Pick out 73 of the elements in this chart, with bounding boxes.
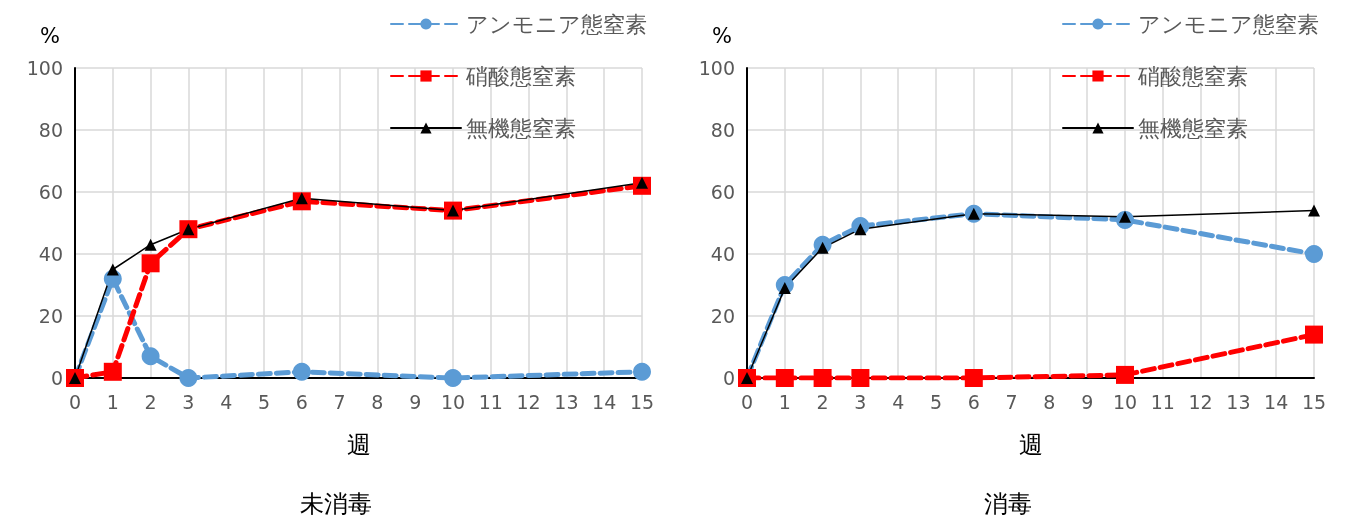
- x-tick-label: 8: [1043, 390, 1056, 413]
- x-tick-label: 5: [257, 390, 271, 413]
- point: [1308, 204, 1320, 217]
- text: 未消毒: [300, 490, 372, 518]
- text: 消毒: [984, 490, 1032, 518]
- point: [444, 369, 462, 387]
- point: [144, 238, 157, 251]
- x-tick-label: 6: [295, 390, 308, 413]
- x-tick-label: 12: [1188, 390, 1213, 413]
- point: [1305, 325, 1323, 344]
- x-tick-label: 5: [929, 390, 943, 413]
- y-tick-label: 100: [26, 57, 63, 79]
- point: [813, 369, 832, 387]
- x-tick-label: 2: [816, 390, 829, 413]
- x-tick-label: 3: [854, 390, 867, 413]
- x-tick-label: 7: [1005, 390, 1018, 413]
- x-tick-label: 13: [554, 390, 579, 413]
- legend-label: 無機態窒素: [1138, 115, 1248, 141]
- y-axis-title: %: [40, 23, 60, 48]
- x-tick-label: 7: [333, 390, 346, 413]
- x-axis-title: 週: [346, 431, 371, 459]
- y-tick-label: 80: [710, 119, 735, 141]
- x-tick-label: 8: [371, 390, 384, 413]
- point: [1116, 365, 1134, 384]
- x-tick-label: 13: [1226, 390, 1251, 413]
- x-tick-label: 9: [409, 390, 422, 413]
- y-tick-label: 60: [38, 181, 63, 203]
- x-tick-label: 11: [1150, 390, 1175, 413]
- point: [292, 362, 311, 381]
- y-tick-label: 0: [50, 367, 63, 389]
- point: [141, 347, 160, 366]
- y-tick-label: 0: [722, 367, 735, 389]
- y-tick-label: 20: [710, 305, 735, 327]
- x-tick-label: 11: [478, 390, 503, 413]
- x-tick-label: 3: [182, 390, 195, 413]
- y-tick-label: 80: [38, 119, 63, 141]
- point: [103, 362, 122, 381]
- point: [106, 263, 119, 276]
- x-tick-label: 2: [144, 390, 157, 413]
- x-tick-label: 4: [220, 390, 233, 413]
- y-tick-label: 40: [710, 243, 735, 265]
- legend-label: 硝酸態窒素: [1137, 63, 1248, 89]
- point: [851, 369, 870, 387]
- x-axis-title: 週: [1018, 431, 1043, 459]
- x-tick-label: 1: [106, 390, 119, 413]
- point: [179, 369, 198, 387]
- x-tick-label: 0: [740, 390, 754, 413]
- x-tick-label: 4: [892, 390, 905, 413]
- y-tick-label: 40: [38, 243, 63, 265]
- point: [1305, 245, 1323, 263]
- x-tick-label: 14: [1264, 390, 1289, 413]
- point: [964, 369, 983, 387]
- legend-label: 硝酸態窒素: [465, 63, 576, 89]
- point: [141, 254, 160, 273]
- x-tick-label: 0: [68, 390, 82, 413]
- x-tick-label: 10: [440, 390, 466, 413]
- legend-label: 無機態窒素: [466, 115, 576, 141]
- legend-label: アンモニア態窒素: [466, 11, 647, 37]
- y-tick-label: 100: [698, 57, 735, 79]
- x-tick-label: 10: [1112, 390, 1138, 413]
- point: [633, 362, 651, 381]
- x-tick-label: 9: [1081, 390, 1094, 413]
- x-tick-label: 15: [629, 390, 655, 413]
- y-tick-label: 60: [710, 181, 735, 203]
- x-tick-label: 14: [592, 390, 617, 413]
- legend-label: アンモニア態窒素: [1138, 11, 1319, 37]
- x-tick-label: 12: [516, 390, 541, 413]
- y-tick-label: 20: [38, 305, 63, 327]
- x-tick-label: 6: [967, 390, 980, 413]
- y-axis-title: %: [712, 23, 732, 48]
- point: [775, 369, 794, 387]
- x-tick-label: 1: [778, 390, 791, 413]
- x-tick-label: 15: [1301, 390, 1327, 413]
